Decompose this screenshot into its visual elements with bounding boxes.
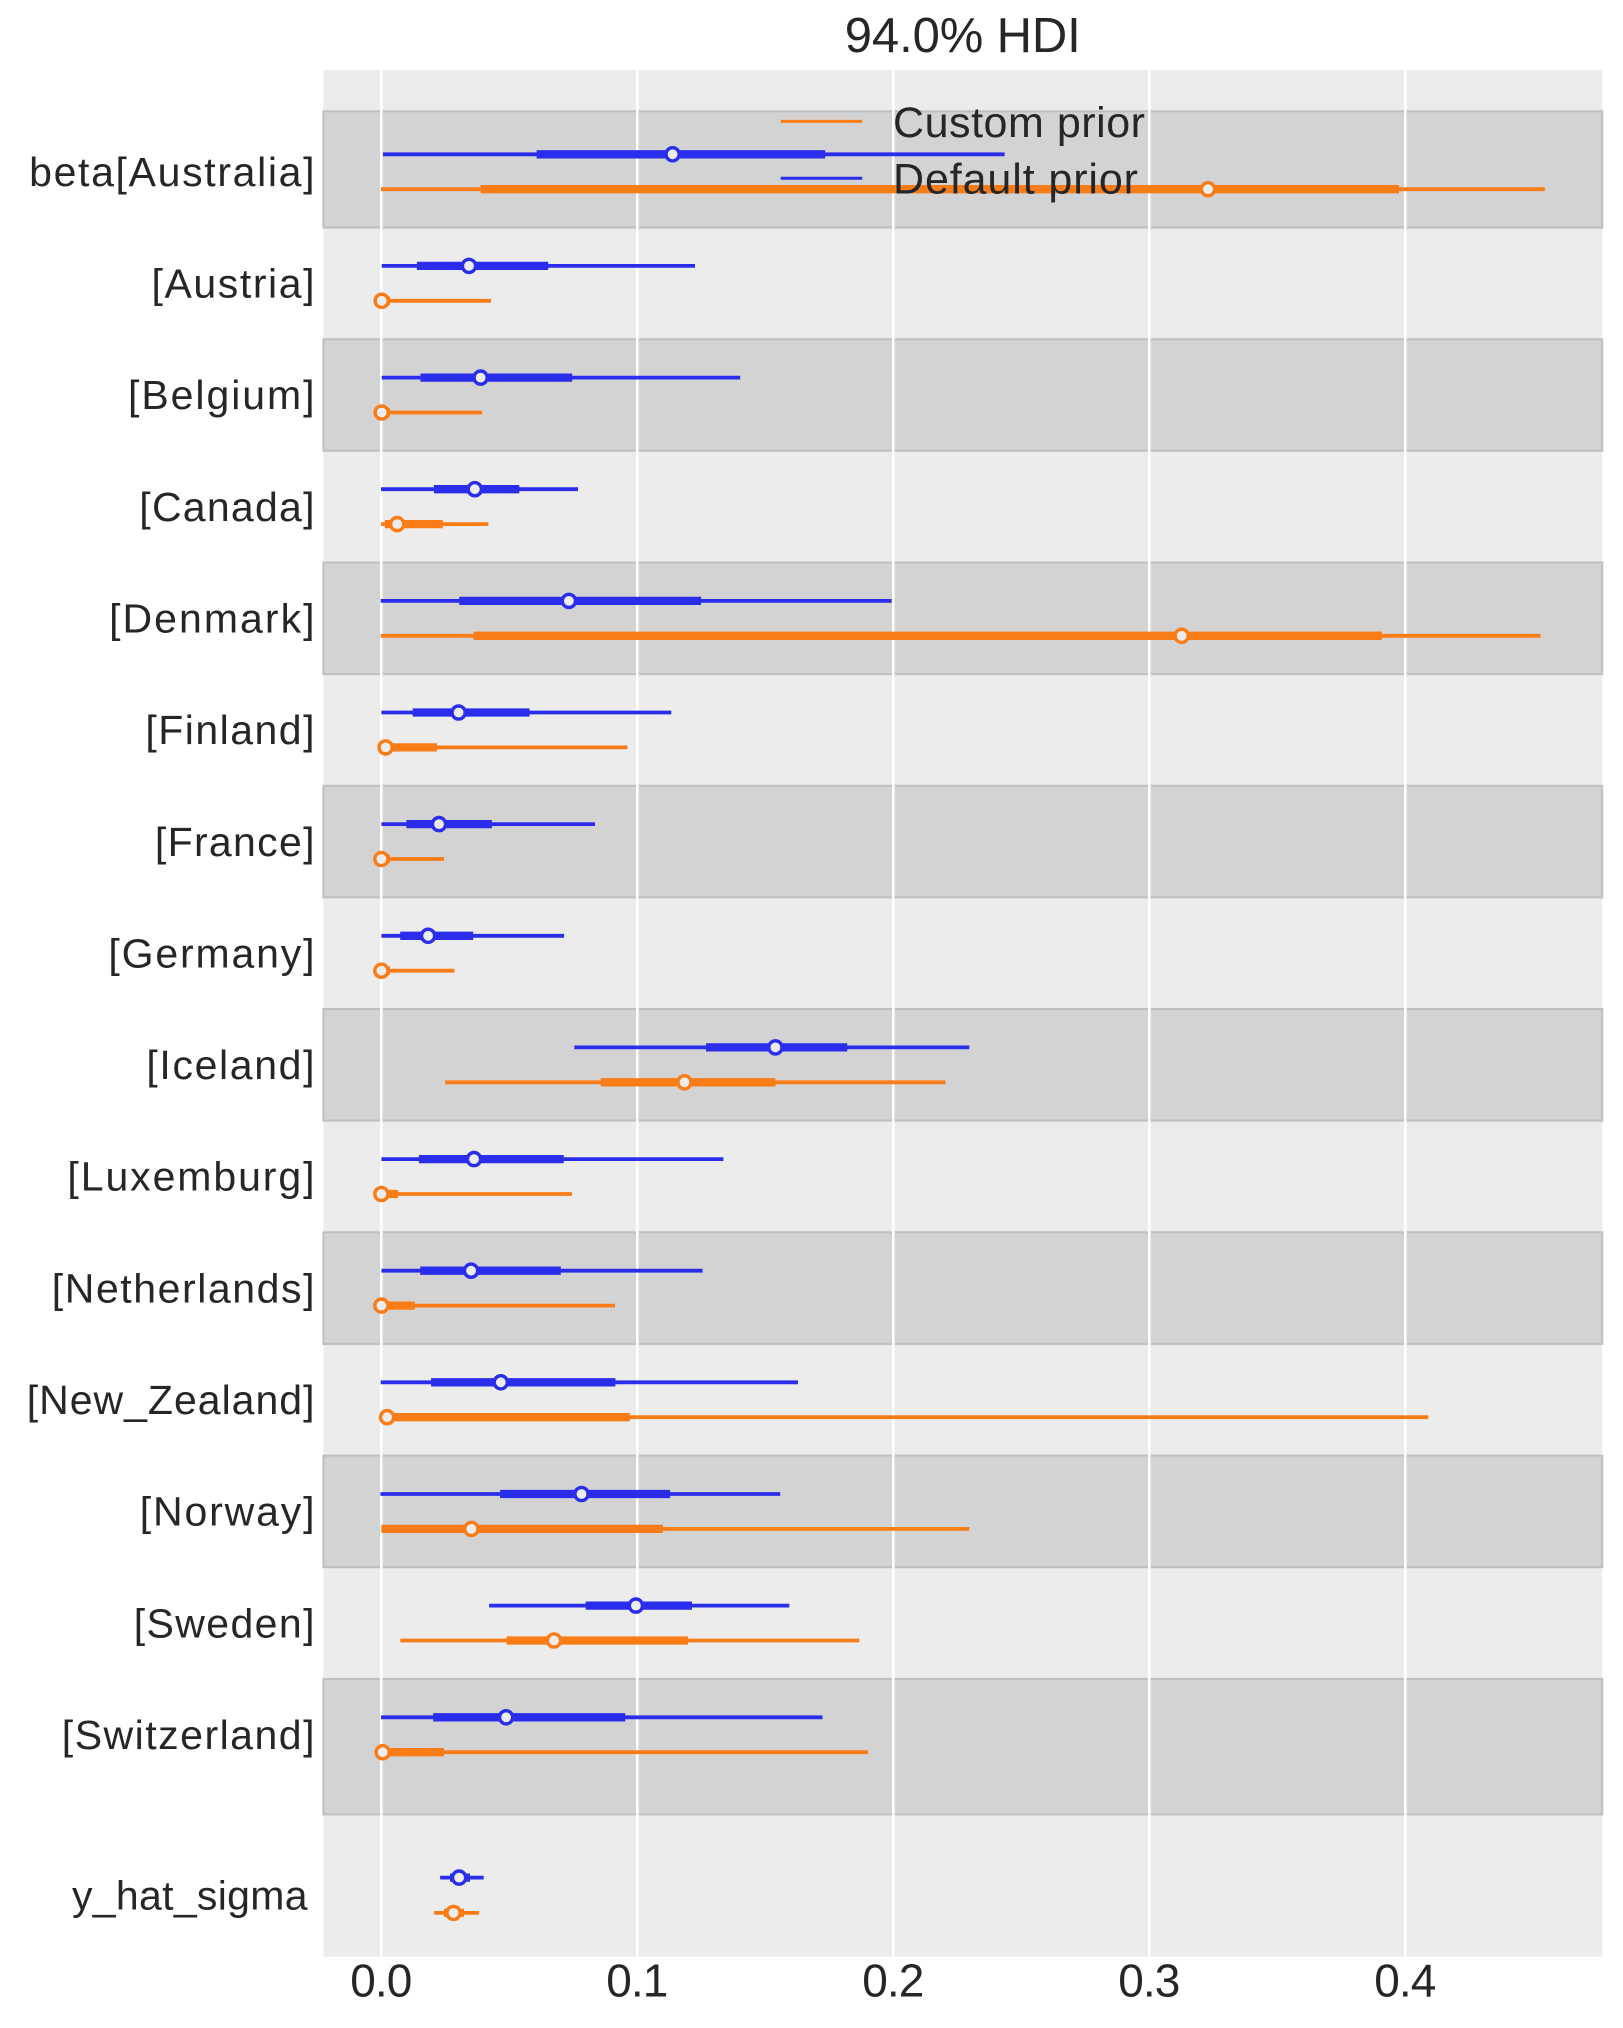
svg-text:Custom prior: Custom prior — [893, 99, 1145, 147]
svg-text:[Belgium]: [Belgium] — [128, 372, 315, 418]
svg-text:[Netherlands]: [Netherlands] — [52, 1265, 315, 1311]
svg-text:[Switzerland]: [Switzerland] — [62, 1712, 315, 1758]
svg-text:[Norway]: [Norway] — [140, 1489, 315, 1535]
svg-text:[Canada]: [Canada] — [139, 484, 314, 530]
svg-text:[Finland]: [Finland] — [145, 707, 314, 753]
svg-text:[Germany]: [Germany] — [108, 930, 314, 976]
svg-text:[France]: [France] — [155, 819, 315, 865]
svg-text:beta[Australia]: beta[Australia] — [29, 149, 314, 195]
svg-text:0.0: 0.0 — [350, 1955, 412, 2007]
svg-text:0.2: 0.2 — [862, 1955, 924, 2007]
svg-text:0.1: 0.1 — [606, 1955, 668, 2007]
svg-text:[Iceland]: [Iceland] — [146, 1042, 314, 1088]
svg-text:[Austria]: [Austria] — [152, 261, 315, 307]
svg-text:y_hat_sigma: y_hat_sigma — [72, 1873, 308, 1919]
svg-text:Default prior: Default prior — [893, 156, 1138, 204]
svg-text:[Luxemburg]: [Luxemburg] — [67, 1154, 314, 1200]
svg-text:0.4: 0.4 — [1374, 1955, 1436, 2007]
svg-text:[Sweden]: [Sweden] — [134, 1600, 315, 1646]
svg-text:94.0% HDI: 94.0% HDI — [845, 9, 1081, 63]
svg-text:0.3: 0.3 — [1118, 1955, 1180, 2007]
svg-text:[New_Zealand]: [New_Zealand] — [27, 1377, 315, 1423]
svg-text:[Denmark]: [Denmark] — [109, 596, 314, 642]
